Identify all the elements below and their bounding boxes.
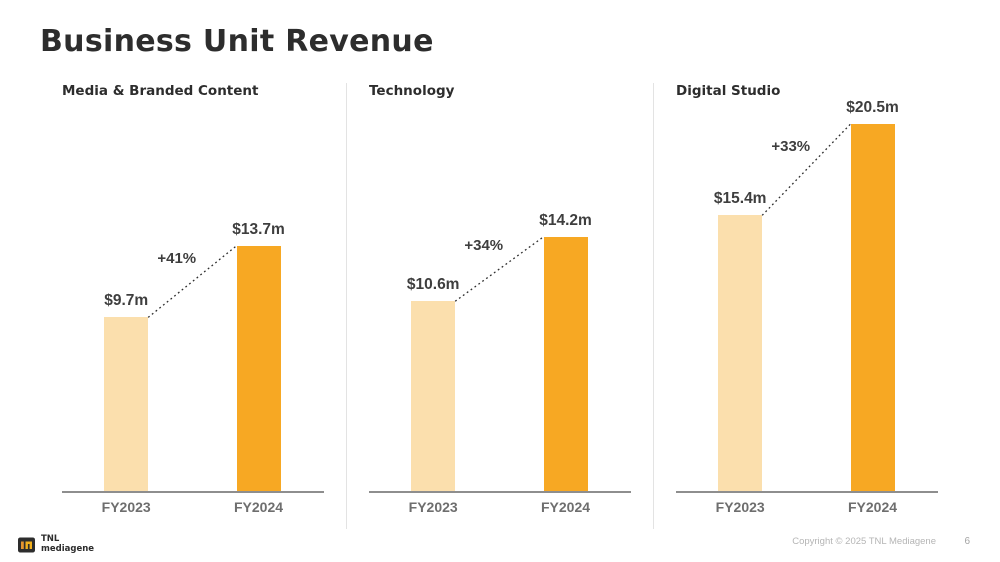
charts-row: Media & Branded Content $9.7m $13.7m +41… [40,83,960,529]
bar-chart-technology: $10.6m $14.2m +34% FY2023 FY2024 [369,105,631,515]
bar-value-fy2023: $10.6m [406,276,460,294]
growth-connector-line [147,245,237,318]
tnl-mediagene-logo: TNL mediagene [18,535,94,554]
bar-value-fy2024: $14.2m [539,211,592,229]
logo-line1: TNL [41,534,60,545]
panel-title: Digital Studio [676,83,781,99]
bar-chart-digital-studio: $15.4m $20.5m +33% FY2023 FY2024 [676,99,938,515]
page-number: 6 [964,536,970,547]
logo-line2: mediagene [41,543,95,554]
page-title: Business Unit Revenue [40,24,434,59]
tnl-logo-icon [18,536,37,554]
axis-label-fy2024: FY2024 [233,499,284,515]
bar-fy2024 [543,236,588,491]
axis-label-fy2023: FY2023 [715,499,765,515]
bar-fy2024 [236,245,281,491]
bar-value-fy2024: $13.7m [232,220,285,238]
panel-title: Media & Branded Content [62,83,259,99]
panel-technology: Technology $10.6m $14.2m +34% FY2023 FY2… [346,83,653,529]
bar-fy2023 [104,317,149,491]
growth-label: +41% [157,249,197,267]
axis-label-fy2024: FY2024 [540,499,591,515]
bar-chart-media: $9.7m $13.7m +41% FY2023 FY2024 [62,105,324,515]
axis-label-fy2024: FY2024 [847,499,898,515]
bar-fy2023 [411,301,456,491]
axis-label-fy2023: FY2023 [101,499,151,515]
bar-value-fy2023: $9.7m [104,292,149,310]
growth-connector-line [761,123,851,216]
bar-value-fy2023: $15.4m [713,190,767,208]
panel-media-branded-content: Media & Branded Content $9.7m $13.7m +41… [40,83,346,529]
bar-fy2024 [850,124,895,491]
panel-title: Technology [369,83,455,99]
axis-label-fy2023: FY2023 [408,499,458,515]
bar-value-fy2024: $20.5m [846,99,899,117]
bar-fy2023 [718,215,763,491]
logo-text: TNL mediagene [41,535,94,554]
panel-digital-studio: Digital Studio $15.4m $20.5m +33% FY2023… [653,83,960,529]
growth-label: +33% [771,137,811,155]
copyright-text: Copyright © 2025 TNL Mediagene [792,536,936,547]
growth-label: +34% [464,237,504,255]
growth-connector-line [454,236,544,302]
